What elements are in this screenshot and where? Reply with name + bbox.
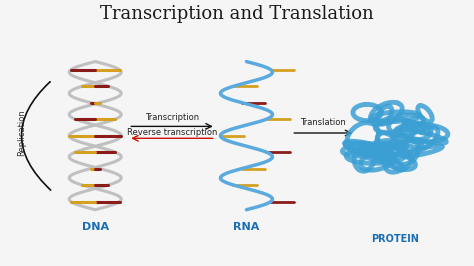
Text: PROTEIN: PROTEIN [372, 234, 419, 244]
Text: Reverse transcription: Reverse transcription [127, 128, 217, 137]
Text: Translation: Translation [301, 118, 346, 127]
Text: RNA: RNA [233, 222, 260, 232]
Text: Transcription and Translation: Transcription and Translation [100, 5, 374, 23]
Text: DNA: DNA [82, 222, 109, 232]
FancyArrowPatch shape [21, 82, 51, 190]
Text: Replication: Replication [18, 110, 27, 156]
Text: Transcription: Transcription [145, 113, 199, 122]
